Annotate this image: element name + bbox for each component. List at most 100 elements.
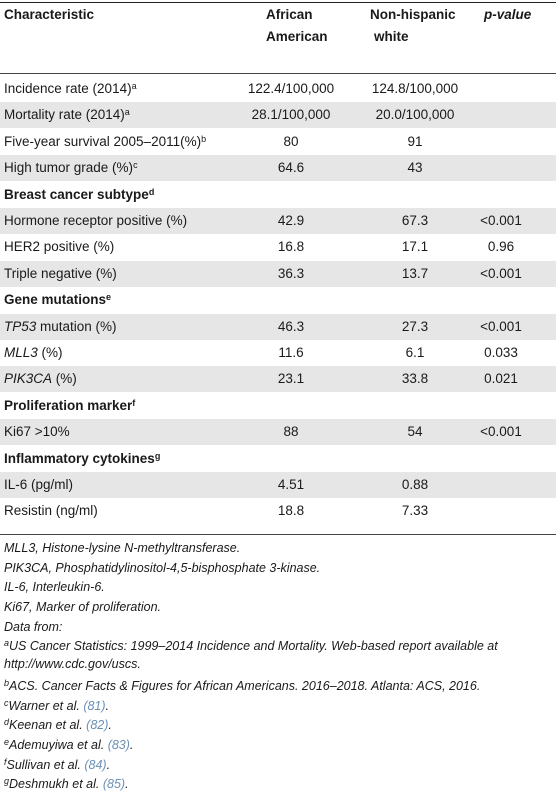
footnote-c: cWarner et al. (81).	[4, 698, 110, 713]
table-row: Resistin (ng/ml) 18.8 7.33	[0, 498, 556, 524]
col-header-p-value: p-value	[484, 7, 532, 22]
col-header-characteristic: Characteristic	[4, 7, 95, 22]
footnote-d: dKeenan et al. (82).	[4, 717, 112, 732]
row-label: MLL3 (%)	[4, 340, 63, 366]
footnote-g-marker: g	[4, 776, 10, 786]
footnote-mll3: MLL3, Histone-lysine N-methyltransferase…	[4, 541, 241, 555]
row-label-text: Hormone receptor positive (%)	[4, 213, 188, 228]
row-label: Proliferation markerf	[4, 393, 135, 419]
non-hispanic-white-value: 20.0/100,000	[375, 107, 455, 123]
row-label: Inflammatory cytokinesg	[4, 446, 160, 472]
row-label: Five-year survival 2005–2011(%)b	[4, 129, 206, 155]
section-header-row: Gene mutationse	[0, 287, 556, 313]
row-label: Gene mutationse	[4, 287, 111, 313]
footnote-c-text: Warner et al.	[8, 699, 80, 713]
footnote-marker: c	[133, 160, 138, 171]
footnote-marker: a	[131, 81, 137, 91]
footnote-g-text: Deshmukh et al.	[9, 777, 100, 791]
footnote-d-ref[interactable]: (82)	[86, 718, 109, 732]
footnote-b-text: ACS. Cancer Facts & Figures for African …	[9, 679, 481, 693]
row-label-text: Breast cancer subtype	[4, 186, 149, 202]
col-header-nhw-line2: white	[374, 29, 409, 44]
row-label-text: Inflammatory cytokines	[4, 450, 155, 466]
table-row: PIK3CA (%) 23.1 33.8 0.021	[0, 366, 556, 393]
footnote-e-text: Ademuyiwa et al.	[9, 738, 105, 752]
p-value-cell: <0.001	[480, 265, 522, 281]
row-label-text: Five-year survival 2005–2011(%)	[4, 133, 202, 149]
footnote-e: eAdemuyiwa et al. (83).	[4, 737, 134, 752]
footnote-marker: g	[154, 450, 161, 461]
row-label-text: HER2 positive (%)	[4, 239, 115, 255]
non-hispanic-white-value: 67.3	[401, 213, 429, 228]
footnote-g-ref[interactable]: (85)	[102, 777, 126, 791]
table-row: High tumor grade (%)c 64.6 43	[0, 155, 556, 182]
row-label: PIK3CA (%)	[4, 366, 77, 392]
table-row: HER2 positive (%) 16.8 17.1 0.96	[0, 234, 556, 260]
table-row: TP53 mutation (%) 46.3 27.3 <0.001	[0, 313, 556, 340]
footnote-f-text: Sullivan et al.	[6, 758, 81, 772]
footnote-e-marker: e	[4, 737, 10, 747]
row-label: Breast cancer subtyped	[4, 182, 154, 208]
row-label-text: Mortality rate (2014)	[4, 107, 125, 123]
african-american-value: 122.4/100,000	[247, 81, 335, 96]
footnote-d-marker: d	[4, 717, 10, 727]
non-hispanic-white-value: 43	[407, 160, 423, 176]
table-row: Ki67 >10% 88 54 <0.001	[0, 419, 556, 446]
footnote-ki67: Ki67, Marker of proliferation.	[4, 600, 162, 614]
footnote-marker: a	[124, 107, 130, 118]
row-label: Mortality rate (2014)a	[4, 102, 130, 128]
table-row: IL-6 (pg/ml) 4.51 0.88	[0, 472, 556, 498]
african-american-value: 23.1	[277, 371, 305, 387]
table-row: Mortality rate (2014)a 28.1/100,000 20.0/1…	[0, 102, 556, 129]
african-american-value: 16.8	[277, 239, 305, 255]
table-row: MLL3 (%) 11.6 6.1 0.033	[0, 340, 556, 366]
p-value-cell: <0.001	[480, 424, 522, 440]
footnote-f-marker: f	[4, 757, 7, 767]
footnote-b-marker: b	[4, 678, 10, 688]
footnote-b: bACS. Cancer Facts & Figures for African…	[4, 677, 480, 695]
non-hispanic-white-value: 54	[407, 424, 423, 440]
african-american-value: 36.3	[277, 265, 305, 281]
african-american-value: 18.8	[277, 503, 305, 519]
section-header-row: Breast cancer subtyped	[0, 182, 556, 208]
footnote-g: gDeshmukh et al. (85).	[4, 776, 129, 791]
footnote-f: fSullivan et al. (84).	[4, 757, 111, 772]
african-american-value: 64.6	[277, 160, 305, 176]
footnote-a: aUS Cancer Statistics: 1999–2014 Inciden…	[4, 637, 552, 673]
row-label-text: IL-6 (pg/ml)	[4, 477, 74, 492]
row-label-text: Triple negative (%)	[4, 265, 117, 281]
african-american-value: 80	[283, 133, 299, 149]
non-hispanic-white-value: 7.33	[401, 503, 429, 519]
row-label: Resistin (ng/ml)	[4, 498, 98, 524]
footnote-e-ref[interactable]: (83)	[107, 738, 130, 752]
col-header-aa-line2: American	[266, 29, 328, 44]
row-label-text: TP53 mutation (%)	[4, 318, 117, 334]
footnote-f-ref[interactable]: (84)	[84, 758, 107, 772]
footnote-marker: e	[106, 292, 112, 303]
non-hispanic-white-value: 17.1	[401, 239, 429, 255]
footnote-c-ref[interactable]: (81)	[83, 699, 106, 713]
row-label: TP53 mutation (%)	[4, 314, 117, 340]
row-label-text: PIK3CA (%)	[4, 371, 77, 387]
row-label: High tumor grade (%)c	[4, 155, 138, 181]
section-header-row: Proliferation markerf	[0, 393, 556, 419]
footnote-marker: b	[201, 133, 207, 144]
row-label-text: Incidence rate (2014)	[4, 81, 132, 96]
col-header-nhw-line1: Non-hispanic	[370, 7, 456, 22]
table-row: Incidence rate (2014)a 122.4/100,000 124.8…	[0, 76, 556, 102]
footnote-marker: f	[132, 397, 136, 408]
row-label-text: Proliferation marker	[4, 397, 133, 413]
row-label-text: Resistin (ng/ml)	[4, 503, 98, 519]
african-american-value: 46.3	[277, 318, 305, 334]
african-american-value: 42.9	[277, 213, 305, 228]
footnote-c-marker: c	[4, 698, 9, 708]
african-american-value: 11.6	[278, 345, 304, 360]
table-row: Triple negative (%) 36.3 13.7 <0.001	[0, 260, 556, 287]
non-hispanic-white-value: 6.1	[405, 345, 425, 360]
african-american-value: 28.1/100,000	[251, 107, 331, 123]
row-label: Hormone receptor positive (%)	[4, 208, 187, 234]
p-value-cell: 0.96	[487, 239, 515, 255]
bottom-rule	[0, 534, 556, 535]
non-hispanic-white-value: 27.3	[401, 318, 429, 334]
p-value-cell: <0.001	[480, 318, 522, 334]
